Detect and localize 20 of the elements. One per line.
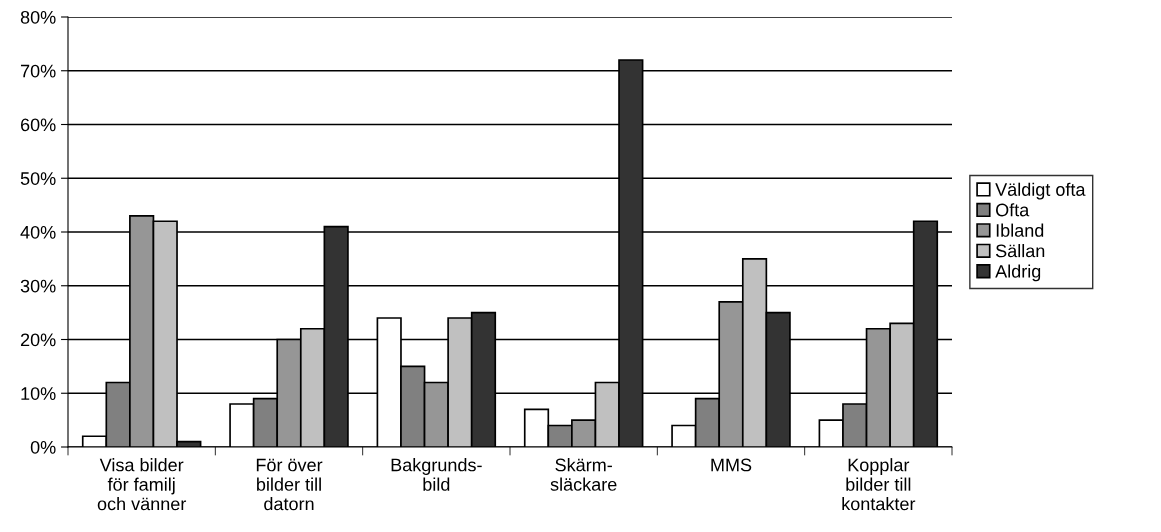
x-tick-label: Kopplar bilder till kontakter: [842, 458, 916, 511]
x-tick-label: För över bilder till datorn: [256, 458, 323, 511]
y-tick-label: 50%: [20, 172, 56, 185]
y-tick-label: 0%: [30, 440, 56, 454]
legend-label: Sällan: [995, 244, 1045, 258]
y-tick-label: 40%: [20, 225, 56, 239]
x-tick-label: Bakgrunds- bild: [391, 458, 482, 491]
y-tick-label: 60%: [20, 118, 56, 132]
y-tick-label: 70%: [20, 64, 56, 78]
y-tick-label: 20%: [20, 333, 56, 347]
y-tick-label: 80%: [20, 10, 56, 24]
x-tick-label: Visa bilder för familj och vänner: [97, 458, 187, 511]
legend-label: Väldigt ofta: [995, 182, 1086, 200]
y-tick-label: 30%: [20, 279, 56, 293]
y-tick-label: 10%: [21, 387, 56, 400]
legend-label: Aldrig: [995, 264, 1041, 282]
legend-label: Ofta: [996, 203, 1030, 217]
legend-label: Ibland: [996, 223, 1044, 237]
x-tick-label: MMS: [711, 458, 752, 472]
x-tick-label: Skärm- släckare: [550, 458, 617, 491]
